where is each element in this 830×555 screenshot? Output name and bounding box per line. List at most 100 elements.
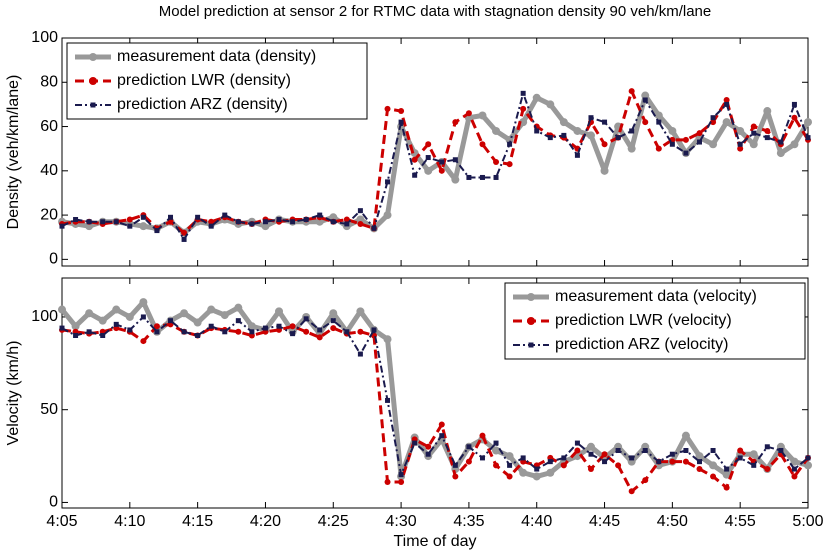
marker	[520, 105, 527, 112]
marker	[125, 312, 134, 321]
marker	[723, 96, 730, 103]
marker	[140, 214, 146, 220]
marker	[330, 219, 336, 225]
marker	[356, 307, 365, 316]
marker	[724, 101, 730, 107]
marker	[507, 141, 513, 147]
marker	[207, 305, 216, 314]
marker	[383, 335, 392, 344]
series-line	[61, 92, 809, 241]
marker	[532, 93, 541, 102]
marker	[100, 333, 106, 338]
marker	[85, 309, 94, 318]
marker	[276, 217, 282, 223]
marker	[465, 110, 472, 117]
marker	[602, 459, 608, 465]
marker	[168, 214, 174, 220]
marker	[356, 215, 365, 224]
marker	[519, 118, 528, 127]
marker	[289, 323, 296, 330]
chart-title: Model prediction at sensor 2 for RTMC da…	[159, 3, 712, 20]
marker	[290, 331, 296, 337]
marker	[493, 158, 500, 165]
marker	[642, 477, 649, 484]
marker	[303, 328, 310, 335]
marker	[139, 298, 148, 307]
marker	[315, 217, 324, 226]
marker	[710, 448, 716, 453]
y-tick-label: 60	[40, 118, 58, 135]
marker	[520, 90, 526, 96]
marker	[737, 455, 743, 461]
marker	[424, 166, 433, 175]
y-tick-label: 40	[40, 162, 58, 179]
marker	[574, 440, 580, 446]
marker	[791, 101, 797, 107]
marker	[710, 473, 717, 480]
marker	[180, 309, 189, 318]
marker	[330, 325, 337, 332]
marker	[344, 221, 350, 227]
marker	[574, 447, 581, 454]
marker	[466, 444, 472, 450]
marker	[181, 229, 188, 236]
marker	[153, 323, 160, 330]
marker	[371, 327, 377, 333]
marker	[656, 119, 662, 125]
marker	[411, 156, 418, 163]
marker	[438, 421, 445, 428]
x-tick-label: 5:00	[792, 513, 823, 530]
legend-marker	[527, 293, 535, 301]
marker	[776, 149, 785, 158]
marker	[193, 318, 202, 327]
marker	[398, 119, 404, 125]
y-tick-label: 100	[31, 29, 58, 46]
marker	[573, 126, 582, 135]
marker	[234, 303, 243, 312]
marker	[696, 459, 702, 465]
marker	[154, 228, 160, 234]
marker	[764, 135, 770, 141]
marker	[724, 466, 730, 472]
marker	[683, 150, 689, 156]
marker	[425, 155, 431, 161]
marker	[398, 472, 404, 478]
marker	[574, 152, 580, 158]
marker	[112, 305, 121, 314]
marker	[601, 451, 608, 458]
marker	[357, 208, 363, 214]
legend-marker	[90, 102, 96, 108]
marker	[127, 223, 133, 229]
legend-box	[66, 42, 368, 120]
marker	[208, 323, 214, 329]
marker	[561, 455, 567, 461]
marker	[507, 462, 513, 468]
marker	[384, 479, 391, 486]
marker	[235, 219, 241, 225]
marker	[681, 431, 690, 440]
marker	[764, 466, 771, 473]
marker	[506, 161, 513, 168]
x-tick-label: 4:05	[46, 513, 77, 530]
marker	[600, 166, 609, 175]
marker	[532, 472, 541, 481]
marker	[710, 115, 716, 121]
legend-label: prediction ARZ (density)	[117, 96, 288, 113]
marker	[154, 329, 160, 335]
marker	[357, 351, 363, 357]
marker	[534, 128, 540, 134]
marker	[682, 458, 689, 465]
marker	[492, 126, 501, 135]
marker	[222, 329, 228, 335]
marker	[790, 140, 799, 149]
marker	[709, 461, 718, 470]
marker	[127, 327, 133, 333]
marker	[262, 219, 268, 225]
marker	[804, 461, 812, 470]
x-tick-label: 4:35	[453, 513, 484, 530]
marker	[383, 211, 392, 220]
marker	[439, 159, 445, 165]
marker	[247, 322, 256, 331]
marker	[140, 314, 146, 320]
